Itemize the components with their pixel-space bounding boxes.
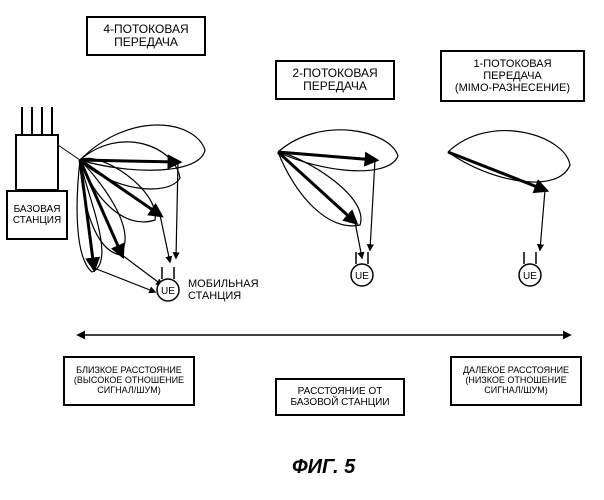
label-near: БЛИЗКОЕ РАССТОЯНИЕ (ВЫСОКОЕ ОТНОШЕНИЕ СИ… [63, 356, 195, 406]
svg-text:UE: UE [523, 271, 537, 282]
label-line: СИГНАЛ/ШУМ) [484, 386, 547, 396]
label-4stream: 4-ПОТОКОВАЯ ПЕРЕДАЧА [86, 16, 206, 56]
label-line: БАЗОВОЙ СТАНЦИИ [290, 397, 389, 408]
label-far: ДАЛЕКОЕ РАССТОЯНИЕ (НИЗКОЕ ОТНОШЕНИЕ СИГ… [450, 356, 582, 406]
label-line: ПЕРЕДАЧА [303, 80, 367, 93]
label-basestation: БАЗОВАЯ СТАНЦИЯ [6, 190, 68, 240]
label-line: (MIMO-РАЗНЕСЕНИЕ) [455, 82, 570, 94]
label-line: 1-ПОТОКОВАЯ [473, 58, 551, 70]
label-line: СТАНЦИЯ [13, 215, 61, 226]
figure-caption: ФИГ. 5 [292, 456, 355, 479]
label-line: ПЕРЕДАЧА [483, 70, 542, 82]
label-line: СТАНЦИЯ [188, 290, 259, 302]
label-line: БАЗОВАЯ [14, 204, 61, 215]
label-1stream: 1-ПОТОКОВАЯ ПЕРЕДАЧА (MIMO-РАЗНЕСЕНИЕ) [440, 50, 585, 102]
label-line: МОБИЛЬНАЯ [188, 278, 259, 290]
label-2stream: 2-ПОТОКОВАЯ ПЕРЕДАЧА [275, 60, 395, 100]
label-line: ПЕРЕДАЧА [114, 36, 178, 49]
diagram-canvas: UE UE UE 4-ПОТОКОВАЯ ПЕРЕДАЧА 2-ПОТОКОВАЯ … [0, 0, 604, 500]
label-mobile: МОБИЛЬНАЯ СТАНЦИЯ [188, 278, 259, 302]
label-line: СИГНАЛ/ШУМ) [97, 386, 160, 396]
svg-text:UE: UE [161, 286, 175, 297]
svg-text:UE: UE [355, 271, 369, 282]
figure-caption-text: ФИГ. 5 [292, 456, 355, 478]
label-line: РАССТОЯНИЕ ОТ [298, 386, 383, 397]
label-distance: РАССТОЯНИЕ ОТ БАЗОВОЙ СТАНЦИИ [275, 378, 405, 416]
